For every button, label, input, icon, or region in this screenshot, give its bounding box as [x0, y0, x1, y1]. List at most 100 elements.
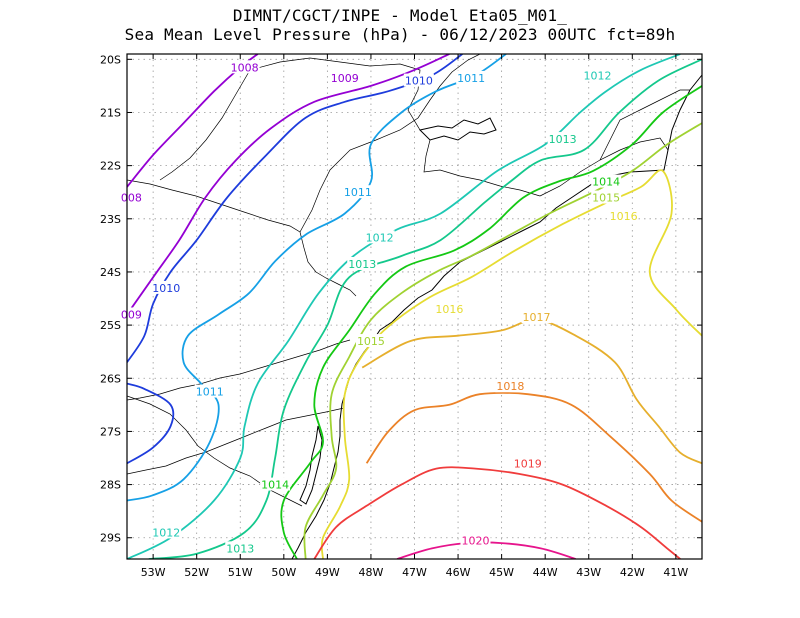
- grid-lines: [127, 54, 702, 559]
- contour-label-1009: 1009: [331, 72, 359, 85]
- contour-label-bg: [347, 256, 378, 270]
- x-tick-label: 46W: [446, 566, 471, 579]
- bay-outline: [419, 117, 497, 141]
- contour-label-1010: 1010: [405, 75, 433, 88]
- y-tick-label: 23S: [100, 213, 121, 226]
- state-border: [127, 179, 357, 297]
- contour-1017: [361, 318, 702, 465]
- contour-1014: [280, 85, 702, 559]
- contour-label-1009: 009: [121, 308, 142, 321]
- y-tick-label: 25S: [100, 319, 121, 332]
- state-border: [599, 89, 690, 161]
- contour-label-1020: 1020: [461, 534, 489, 547]
- contour-label-1014: 1014: [261, 479, 289, 492]
- contour-labels: 1008 008 1009 009 1010 1010 1011 1011 1011 1012 10…: [119, 60, 639, 555]
- state-border: [159, 69, 251, 181]
- x-tick-label: 48W: [359, 566, 384, 579]
- contour-label-bg: [434, 302, 465, 316]
- contour-label-1012: 1012: [583, 69, 611, 82]
- contour-label-bg: [229, 60, 260, 74]
- contour-label-bg: [329, 70, 360, 84]
- contour-label-bg: [151, 525, 182, 539]
- x-tick-label: 44W: [533, 566, 558, 579]
- coastline-borders: [127, 54, 702, 559]
- y-tick-label: 24S: [100, 266, 121, 279]
- y-tick-label: 21S: [100, 106, 121, 119]
- contour-label-1008: 1008: [231, 61, 259, 74]
- contour-label-bg: [260, 477, 291, 491]
- contour-label-bg: [547, 132, 578, 146]
- state-border: [127, 395, 303, 507]
- state-border: [249, 57, 421, 131]
- x-tick-label: 47W: [402, 566, 427, 579]
- contour-label-bg: [119, 307, 143, 321]
- y-tick-label: 28S: [100, 479, 121, 492]
- contour-label-bg: [151, 280, 182, 294]
- contour-label-bg: [591, 174, 622, 188]
- contour-label-1019: 1019: [514, 457, 542, 470]
- contour-label-1011: 1011: [457, 72, 485, 85]
- contour-label-1014: 1014: [592, 176, 620, 189]
- contour-label-1013: 1013: [348, 258, 376, 271]
- state-border: [127, 339, 351, 401]
- contour-1009: [127, 54, 450, 316]
- lagoon-outline: [299, 425, 323, 505]
- x-tick-label: 50W: [271, 566, 296, 579]
- contour-label-1012: 1012: [366, 231, 394, 244]
- contour-label-bg: [225, 541, 256, 555]
- contour-label-1016: 1016: [435, 303, 463, 316]
- y-tick-label: 20S: [100, 53, 121, 66]
- state-border: [539, 137, 669, 197]
- x-tick-label: 41W: [663, 566, 688, 579]
- contour-label-1016: 1016: [610, 210, 638, 223]
- contour-label-bg: [194, 384, 225, 398]
- state-border: [299, 54, 481, 233]
- contour-label-1018: 1018: [496, 380, 524, 393]
- contour-label-bg: [342, 185, 373, 199]
- x-tick-label: 43W: [576, 566, 601, 579]
- contour-label-1011: 1011: [344, 186, 372, 199]
- chart-subtitle: Sea Mean Level Pressure (hPa) - 06/12/20…: [124, 25, 676, 44]
- contour-label-bg: [119, 190, 143, 204]
- contour-label-1011: 1011: [196, 386, 224, 399]
- state-border: [423, 139, 541, 197]
- x-tick-label: 53W: [141, 566, 166, 579]
- contour-label-bg: [608, 209, 639, 223]
- x-tick-label: 45W: [489, 566, 514, 579]
- contour-1018: [365, 391, 702, 523]
- contour-label-bg: [364, 230, 395, 244]
- x-tick-label: 42W: [620, 566, 645, 579]
- contour-label-bg: [521, 310, 552, 324]
- contour-label-1015: 1015: [592, 192, 620, 205]
- contour-label-1013: 1013: [549, 133, 577, 146]
- contour-label-bg: [456, 70, 487, 84]
- coastline: [291, 74, 702, 559]
- x-tick-label: 52W: [184, 566, 209, 579]
- contour-label-bg: [460, 533, 491, 547]
- contour-label-1017: 1017: [522, 311, 550, 324]
- chart-title: DIMNT/CGCT/INPE - Model Eta05_M01_: [232, 6, 568, 25]
- contour-label-bg: [403, 73, 434, 87]
- y-tick-label: 27S: [100, 425, 121, 438]
- contour-label-1010: 1010: [152, 282, 180, 295]
- x-tick-label: 49W: [315, 566, 340, 579]
- contour-1010: [127, 54, 463, 363]
- y-tick-label: 29S: [100, 532, 121, 545]
- contour-label-bg: [591, 190, 622, 204]
- contour-label-1012: 1012: [152, 526, 180, 539]
- x-tick-label: 51W: [228, 566, 253, 579]
- contour-1019: [313, 466, 681, 559]
- axis-ticks: 53W 52W 51W 50W 49W 48W 47W 46W 45W 44W 43W 42W 41W 2…: [100, 53, 702, 579]
- contour-label-bg: [495, 379, 526, 393]
- contour-label-bg: [355, 334, 386, 348]
- contour-1011: [127, 54, 507, 502]
- state-border: [127, 407, 345, 475]
- y-tick-label: 22S: [100, 160, 121, 173]
- contour-1012: [127, 54, 681, 559]
- contour-label-1013: 1013: [226, 542, 254, 555]
- contour-1016: [320, 169, 702, 559]
- contour-label-bg: [512, 456, 543, 470]
- y-tick-label: 26S: [100, 372, 121, 385]
